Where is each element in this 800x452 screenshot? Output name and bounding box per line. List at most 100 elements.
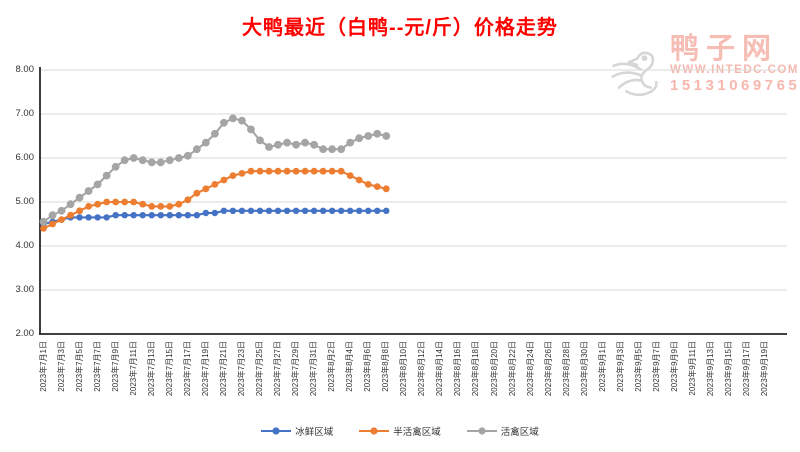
data-point: [274, 167, 282, 175]
data-point: [166, 212, 173, 219]
data-point: [364, 132, 373, 140]
data-point: [174, 154, 183, 162]
data-point: [364, 181, 372, 188]
data-point: [328, 207, 336, 214]
data-point: [373, 183, 381, 191]
data-point: [346, 172, 354, 180]
data-point: [156, 158, 165, 167]
watermark-site-name: 鸭子网: [670, 33, 779, 65]
data-point: [112, 198, 120, 206]
duck-eye: [641, 55, 648, 62]
data-point: [112, 212, 119, 219]
data-point: [57, 206, 66, 215]
duck-beak: [627, 57, 639, 67]
data-point: [166, 203, 174, 210]
data-point: [256, 207, 264, 214]
legend-label: 半活禽区域: [393, 427, 441, 438]
data-point: [355, 176, 363, 184]
data-point: [274, 207, 282, 214]
data-point: [94, 200, 102, 208]
data-point: [138, 156, 147, 165]
data-point: [58, 216, 65, 224]
data-point: [39, 217, 48, 226]
data-point: [175, 212, 182, 219]
x-tick-label: 2023年8月10日: [399, 341, 409, 397]
data-point: [247, 207, 255, 214]
x-tick-label: 2023年7月31日: [309, 341, 319, 397]
data-point: [220, 207, 228, 214]
data-point: [184, 196, 192, 204]
data-point: [256, 136, 264, 145]
data-point: [139, 212, 146, 219]
x-tick-label: 2023年9月11日: [687, 341, 697, 396]
data-point: [283, 167, 291, 175]
data-point: [328, 167, 336, 175]
x-tick-label: 2023年9月15日: [724, 341, 734, 397]
duck-wing-2: [611, 71, 642, 78]
y-tick-label: 4.00: [15, 240, 35, 251]
data-point: [75, 193, 84, 202]
data-point: [310, 207, 318, 214]
x-tick-label: 2023年7月7日: [92, 341, 102, 392]
data-point: [103, 214, 110, 221]
data-point: [283, 207, 291, 214]
data-point: [292, 140, 300, 149]
data-point: [319, 167, 327, 175]
data-point: [265, 167, 273, 175]
x-tick-label: 2023年8月6日: [363, 341, 373, 392]
data-point: [292, 167, 300, 175]
y-tick-label: 5.00: [15, 196, 35, 207]
x-tick-label: 2023年7月27日: [273, 341, 283, 397]
y-tick-label: 7.00: [15, 108, 35, 119]
data-point: [201, 138, 210, 147]
x-tick-label: 2023年7月13日: [146, 341, 156, 397]
x-tick-label: 2023年9月3日: [615, 341, 625, 392]
data-point: [40, 225, 47, 232]
data-point: [265, 143, 273, 151]
x-tick-label: 2023年7月25日: [254, 341, 264, 397]
data-point: [346, 138, 355, 147]
x-tick-label: 2023年8月22日: [507, 341, 517, 397]
x-tick-label: 2023年8月26日: [543, 341, 553, 397]
data-point: [93, 180, 102, 189]
data-point: [157, 212, 164, 219]
x-tick-label: 2023年7月15日: [164, 341, 174, 397]
data-point: [319, 207, 327, 214]
data-point: [49, 220, 56, 228]
data-point: [147, 158, 156, 167]
data-point: [120, 156, 129, 165]
data-point: [383, 207, 390, 214]
duck-wing-3: [617, 78, 643, 89]
legend-label: 活禽区域: [500, 427, 539, 438]
data-point: [183, 151, 192, 160]
x-tick-label: 2023年7月1日: [38, 341, 48, 392]
x-tick-label: 2023年8月2日: [327, 341, 337, 392]
x-tick-label: 2023年8月24日: [525, 341, 535, 397]
data-point: [76, 214, 83, 221]
x-tick-label: 2023年9月5日: [633, 341, 643, 392]
data-point: [211, 181, 219, 188]
data-point: [238, 207, 246, 214]
data-point: [67, 211, 74, 219]
data-point: [202, 209, 210, 217]
legend-marker-icon: [466, 427, 497, 435]
data-point: [283, 138, 291, 147]
duck-logo-icon: [611, 51, 658, 97]
data-point: [382, 185, 390, 193]
data-point: [346, 207, 354, 214]
x-tick-label: 2023年8月16日: [453, 341, 463, 397]
x-tick-label: 2023年8月8日: [381, 341, 391, 392]
data-point: [148, 212, 155, 219]
data-point: [301, 167, 309, 175]
y-tick-label: 6.00: [15, 152, 35, 163]
y-tick-label: 2.00: [15, 328, 35, 339]
data-point: [139, 200, 147, 208]
data-point: [129, 154, 138, 162]
data-point: [193, 189, 201, 197]
data-point: [175, 200, 183, 208]
data-point: [265, 207, 273, 214]
data-point: [48, 211, 57, 220]
x-tick-label: 2023年8月4日: [345, 341, 355, 392]
data-point: [355, 134, 364, 143]
x-tick-label: 2023年9月7日: [651, 341, 661, 392]
